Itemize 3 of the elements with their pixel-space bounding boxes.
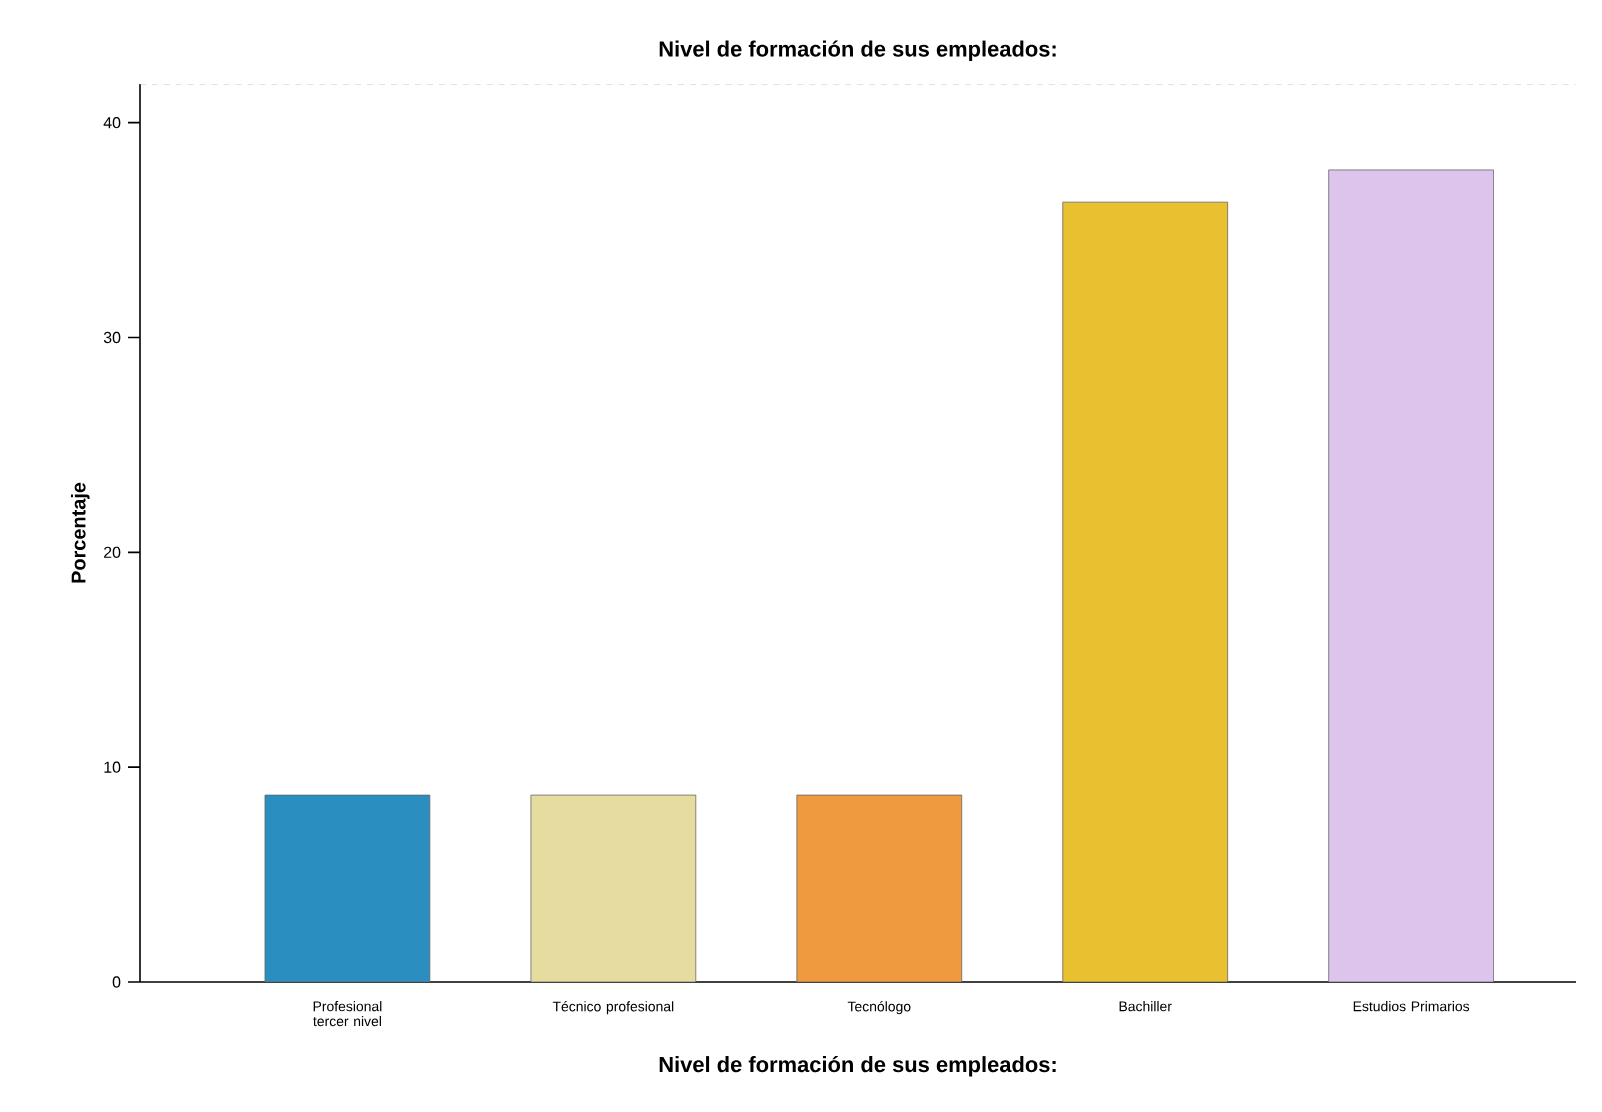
x-axis-title: Nivel de formación de sus empleados: xyxy=(659,1055,1056,1077)
chart-title: Nivel de formación de sus empleados: xyxy=(659,40,1056,61)
y-axis-title: Porcentaje xyxy=(70,482,90,583)
